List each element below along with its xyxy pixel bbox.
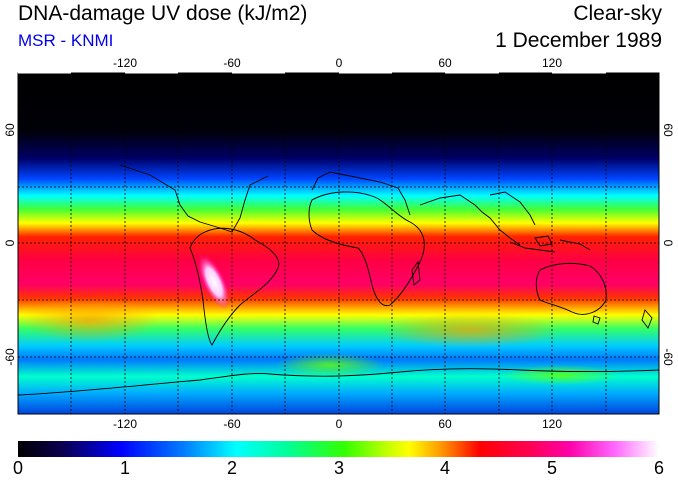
scale-label: 3 xyxy=(333,458,345,478)
left-lat-label: 0 xyxy=(3,239,17,246)
date-label: 1 December 1989 xyxy=(495,29,662,52)
coastlines xyxy=(17,164,660,396)
top-lon-label: 60 xyxy=(438,56,452,70)
bottom-lon-label: 120 xyxy=(542,417,562,431)
top-lon-label: -120 xyxy=(113,56,137,70)
scale-label: 0 xyxy=(12,458,24,478)
color-scale-bar xyxy=(18,441,659,457)
left-lat-label: -60 xyxy=(3,348,17,366)
sky-condition: Clear-sky xyxy=(573,2,662,25)
right-lat-label: 0 xyxy=(661,240,675,247)
source-label: MSR - KNMI xyxy=(18,31,114,50)
top-lon-label: 120 xyxy=(542,56,562,70)
top-lon-label: -60 xyxy=(223,56,241,70)
scale-label: 5 xyxy=(546,458,558,478)
scale-label: 6 xyxy=(653,458,665,478)
top-lon-label: 0 xyxy=(336,56,343,70)
bottom-lon-label: 0 xyxy=(336,417,343,431)
right-lat-label: -60 xyxy=(661,348,675,366)
scale-label: 1 xyxy=(119,458,131,478)
left-lat-label: 60 xyxy=(3,123,17,137)
right-lat-label: 60 xyxy=(661,123,675,137)
map-title: DNA-damage UV dose (kJ/m2) xyxy=(18,2,308,25)
bottom-lon-label: -120 xyxy=(113,417,137,431)
graticule xyxy=(18,73,659,414)
map-frame xyxy=(17,72,660,415)
bottom-lon-label: 60 xyxy=(438,417,452,431)
scale-label: 4 xyxy=(439,458,451,478)
uv-dose-map: -120 -60 0 60 120 -120 -60 0 60 120 60 0… xyxy=(3,56,675,431)
andes-hotspot xyxy=(197,254,231,310)
bottom-lon-label: -60 xyxy=(223,417,241,431)
scale-label: 2 xyxy=(226,458,238,478)
